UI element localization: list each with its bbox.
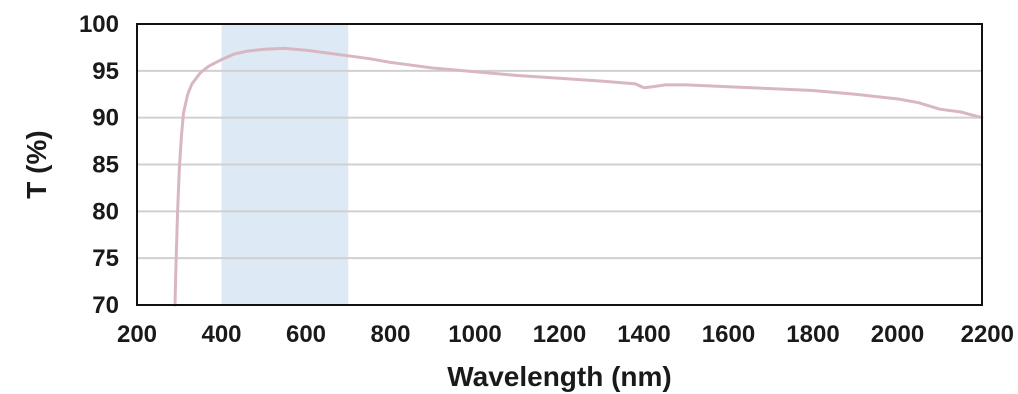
x-tick-label-1200: 1200 — [533, 321, 586, 348]
y-tick-label-85: 85 — [92, 152, 119, 179]
x-tick-label-1600: 1600 — [702, 321, 755, 348]
x-tick-label-400: 400 — [201, 321, 241, 348]
y-tick-label-70: 70 — [92, 292, 119, 319]
x-axis-title: Wavelength (nm) — [447, 361, 672, 392]
x-tick-label-600: 600 — [286, 321, 326, 348]
series-layer — [173, 46, 984, 307]
transmission-curve — [173, 46, 984, 307]
y-tick-label-90: 90 — [92, 105, 119, 132]
x-tick-label-800: 800 — [370, 321, 410, 348]
x-tick-label-2000: 2000 — [871, 321, 924, 348]
plot-frame — [136, 23, 983, 306]
y-tick-label-75: 75 — [92, 245, 119, 272]
y-tick-labels: 70 75 80 85 90 95 100 — [79, 11, 119, 319]
y-axis-title: T (%) — [21, 130, 52, 198]
x-tick-label-2200: 2200 — [961, 321, 1014, 348]
x-tick-label-1000: 1000 — [448, 321, 501, 348]
y-tick-label-80: 80 — [92, 198, 119, 225]
x-tick-label-200: 200 — [117, 321, 157, 348]
x-tick-label-1400: 1400 — [617, 321, 670, 348]
x-tick-labels: 200 400 600 800 1000 1200 1400 1600 1800 2000 2200 — [117, 321, 1014, 348]
x-tick-label-1800: 1800 — [786, 321, 839, 348]
y-tick-label-100: 100 — [79, 11, 119, 38]
grid-layer — [137, 69, 982, 260]
y-tick-label-95: 95 — [92, 58, 119, 85]
